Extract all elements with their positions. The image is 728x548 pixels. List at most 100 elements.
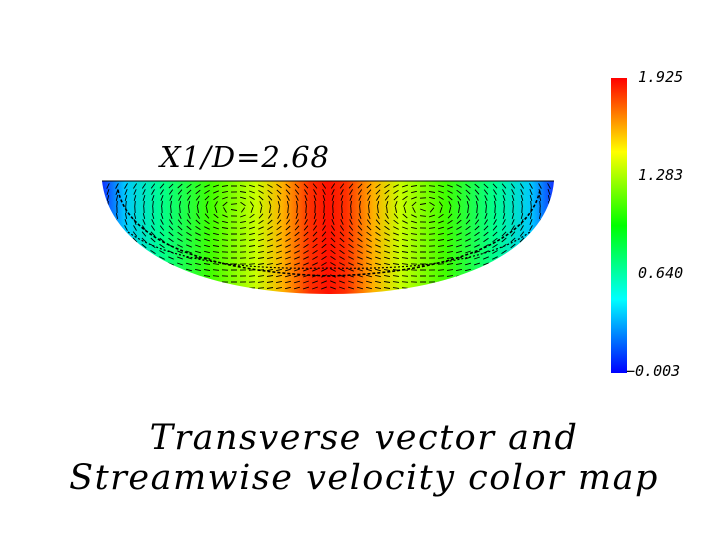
vector-arrow [437, 239, 445, 241]
vector-arrow [223, 207, 227, 213]
vector-arrow [528, 243, 534, 249]
vector-arrow [410, 239, 418, 241]
vector-arrow [132, 280, 138, 284]
vector-arrow [294, 231, 300, 237]
vector-arrow [548, 212, 550, 220]
vector-arrow [133, 212, 137, 220]
vector-arrow [150, 250, 156, 254]
vector-arrow [419, 215, 427, 217]
vector-arrow [385, 213, 389, 219]
vector-arrow [402, 190, 408, 194]
vector-arrow [519, 280, 525, 284]
vector-arrow [321, 268, 327, 272]
vector-arrow [249, 190, 255, 194]
vector-arrow [124, 225, 128, 231]
vector-arrow [529, 194, 533, 202]
vector-arrow [366, 250, 372, 254]
vector-arrow [248, 257, 256, 259]
vector-arrow [392, 263, 400, 265]
vector-arrow [258, 195, 264, 201]
vector-arrow [520, 183, 524, 189]
vector-arrow [267, 232, 273, 236]
vector-arrow [123, 237, 129, 243]
vector-arrow [492, 268, 498, 272]
vector-arrow [257, 257, 265, 259]
vector-arrow [239, 239, 247, 241]
vector-arrow [331, 212, 335, 220]
vector-arrow [340, 189, 344, 195]
vector-arrow [528, 237, 534, 243]
vector-arrow [213, 190, 219, 194]
vector-arrow [114, 243, 120, 249]
vector-arrow [312, 231, 318, 237]
vector-arrow [248, 245, 256, 247]
vector-arrow [222, 190, 228, 194]
vector-arrow [447, 250, 453, 254]
vector-arrow [491, 286, 499, 290]
vector-arrow [383, 281, 391, 283]
vector-arrow [511, 189, 515, 195]
vector-arrow [529, 213, 533, 219]
vector-arrow [321, 262, 327, 266]
vector-arrow [240, 207, 246, 213]
vector-arrow [546, 237, 552, 243]
vector-arrow [275, 256, 283, 260]
vector-arrow [312, 286, 318, 290]
vector-arrow [331, 225, 335, 231]
vector-arrow [141, 268, 147, 272]
vector-arrow [410, 245, 418, 247]
vector-arrow [402, 220, 408, 224]
vector-arrow [547, 231, 551, 237]
vector-arrow [537, 243, 543, 249]
vector-arrow [322, 225, 326, 231]
vector-arrow [547, 194, 551, 202]
vector-arrow [492, 237, 498, 243]
vector-arrow [339, 249, 345, 255]
vector-arrow [475, 195, 479, 201]
vector-arrow [528, 274, 534, 278]
vector-arrow [267, 238, 273, 242]
vector-arrow [151, 212, 155, 220]
vector-arrow [375, 238, 381, 242]
vector-arrow [510, 274, 516, 278]
vector-arrow [134, 200, 136, 208]
vector-arrow [313, 195, 317, 201]
colorbar-tick-upper: 1.283 [638, 166, 684, 184]
vector-arrow [168, 231, 174, 237]
vector-arrow [177, 231, 183, 237]
vector-arrow [312, 225, 318, 231]
vector-arrow [428, 233, 436, 235]
vector-arrow [170, 200, 172, 208]
vector-arrow [321, 231, 327, 237]
vector-arrow [276, 232, 282, 236]
vector-arrow [420, 208, 426, 212]
vector-arrow [519, 286, 525, 290]
vector-arrow [321, 183, 327, 189]
vector-arrow [519, 268, 525, 272]
vector-arrow [196, 200, 200, 208]
vector-arrow [357, 250, 363, 254]
vector-arrow [392, 275, 400, 277]
vector-arrow [330, 183, 336, 189]
vector-arrow [203, 281, 211, 283]
vector-arrow [294, 262, 300, 266]
vector-arrow [212, 257, 220, 259]
vector-arrow [446, 238, 454, 242]
vector-arrow [546, 243, 552, 249]
vector-arrow [528, 255, 534, 261]
vector-arrow [384, 225, 390, 231]
vector-arrow [257, 244, 265, 248]
vector-arrow [358, 213, 362, 219]
vector-arrow [349, 189, 353, 195]
vector-arrow [303, 244, 309, 248]
vector-arrow [510, 262, 516, 266]
caption-line-2: Streamwise velocity color map [69, 458, 659, 498]
vector-arrow [106, 225, 110, 231]
vector-arrow [295, 213, 299, 219]
vector-arrow [159, 262, 165, 266]
vector-arrow [150, 256, 156, 260]
vector-arrow [294, 225, 300, 231]
vector-arrow [493, 219, 497, 225]
vector-arrow [296, 206, 298, 214]
vector-arrow [132, 274, 138, 278]
